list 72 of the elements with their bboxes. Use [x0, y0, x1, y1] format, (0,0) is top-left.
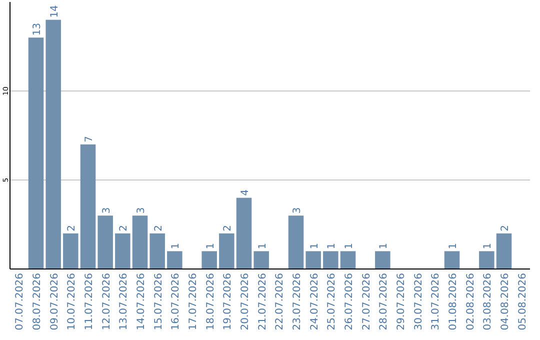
bar	[132, 216, 148, 269]
bar	[375, 251, 390, 269]
data-label: 3	[101, 207, 112, 214]
bar	[444, 251, 460, 269]
bar	[63, 233, 78, 269]
x-tick-label: 29.07.2026	[396, 273, 407, 330]
x-tick-label: 08.07.2026	[32, 273, 43, 330]
bar	[340, 251, 356, 269]
bar	[479, 251, 494, 269]
data-label: 2	[222, 225, 234, 232]
data-label: 1	[482, 242, 494, 250]
x-tick-label: 27.07.2026	[361, 273, 372, 330]
data-label: 1	[448, 242, 459, 250]
x-tick-label: 04.08.2026	[500, 273, 511, 330]
bar	[323, 251, 338, 269]
x-tick-label: 22.07.2026	[274, 273, 286, 330]
x-tick-label: 16.07.2026	[170, 273, 182, 330]
bar	[496, 233, 512, 269]
data-label: 3	[292, 207, 303, 214]
data-label: 2	[500, 225, 511, 232]
x-tick-label: 10.07.2026	[66, 273, 78, 330]
data-label: 3	[136, 207, 147, 214]
x-tick-label: 19.07.2026	[222, 273, 234, 330]
bar	[254, 251, 269, 269]
x-tick-label: 07.07.2026	[14, 273, 26, 330]
bar	[115, 233, 130, 269]
x-tick-label: 02.08.2026	[465, 273, 476, 330]
data-label: 1	[309, 242, 320, 250]
x-tick-label: 03.08.2026	[482, 273, 494, 330]
bar	[28, 38, 44, 269]
bar	[306, 251, 321, 269]
x-tick-label: 14.07.2026	[136, 273, 147, 330]
x-tick-label: 18.07.2026	[205, 273, 216, 330]
x-tick-label: 25.07.2026	[326, 273, 338, 330]
data-label: 1	[205, 242, 216, 250]
data-label: 2	[118, 225, 130, 232]
bar	[46, 20, 61, 269]
data-label: 1	[344, 242, 355, 250]
x-tick-label: 09.07.2026	[49, 273, 60, 330]
data-label: 14	[49, 5, 60, 18]
data-label: 1	[326, 242, 338, 250]
x-tick-label: 24.07.2026	[309, 273, 320, 330]
bar	[202, 251, 217, 269]
x-tick-label: 01.08.2026	[448, 273, 459, 330]
x-tick-label: 11.07.2026	[84, 273, 95, 330]
bar	[219, 233, 234, 269]
data-label: 1	[378, 242, 390, 250]
x-tick-label: 17.07.2026	[188, 273, 199, 330]
x-tick-label: 30.07.2026	[413, 273, 424, 330]
data-label: 13	[32, 22, 43, 36]
data-label: 1	[170, 242, 182, 250]
x-tick-label: 13.07.2026	[118, 273, 130, 330]
x-tick-label: 12.07.2026	[101, 273, 112, 330]
data-label: 1	[257, 242, 268, 250]
data-label: 2	[153, 225, 164, 232]
bar	[150, 233, 165, 269]
bar	[167, 251, 182, 269]
bar	[236, 198, 252, 269]
bar	[80, 144, 96, 269]
x-tick-label: 21.07.2026	[257, 273, 268, 330]
x-tick-label: 31.07.2026	[430, 273, 442, 330]
data-label: 2	[66, 225, 78, 232]
x-tick-label: 20.07.2026	[240, 273, 251, 330]
data-label: 4	[240, 189, 251, 196]
x-tick-label: 26.07.2026	[344, 273, 355, 330]
x-tick-label: 23.07.2026	[292, 273, 303, 330]
x-tick-label: 15.07.2026	[153, 273, 164, 330]
data-label: 7	[84, 136, 95, 142]
bar	[98, 216, 113, 269]
x-tick-label: 28.07.2026	[378, 273, 390, 330]
x-tick-label: 05.08.2026	[517, 273, 528, 330]
bar	[288, 216, 304, 269]
